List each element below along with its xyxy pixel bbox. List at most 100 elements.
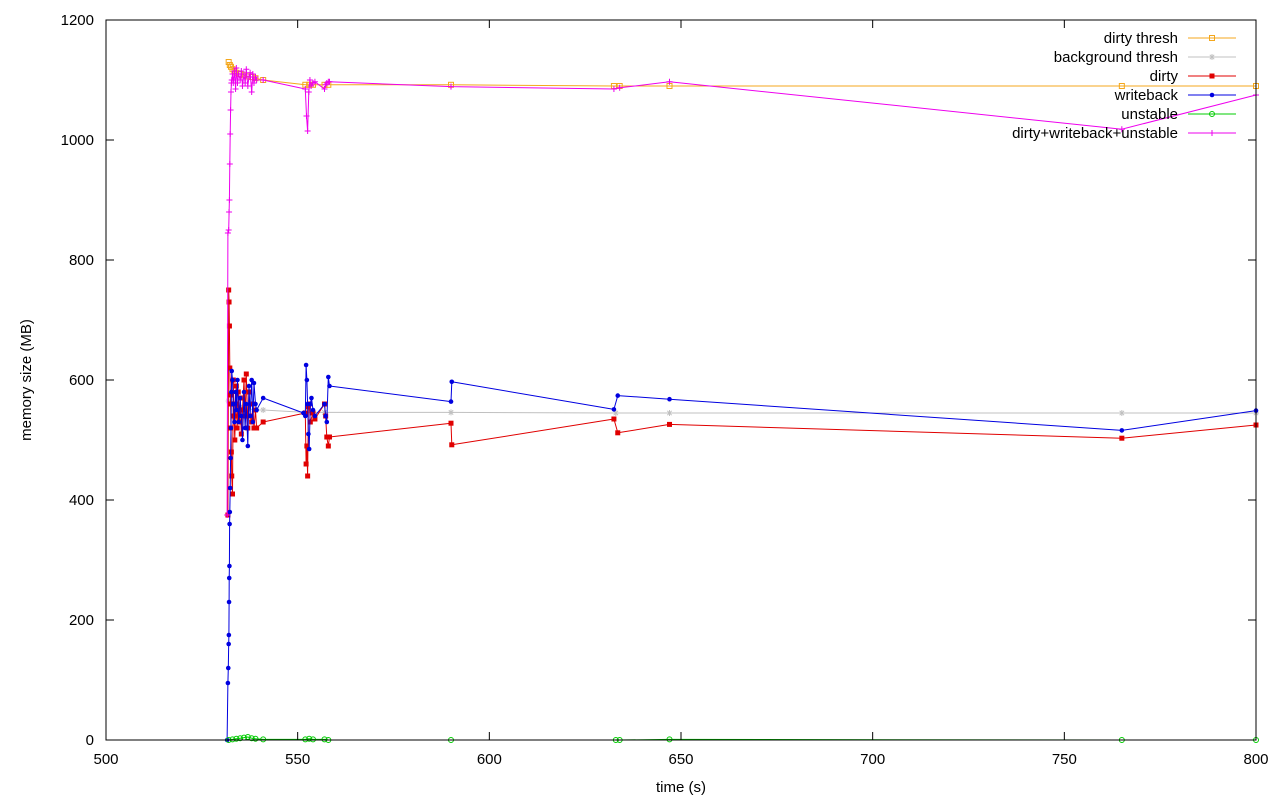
y-tick-label: 400 (69, 492, 94, 509)
data-point (226, 632, 232, 638)
data-point (448, 420, 454, 426)
data-point (304, 443, 310, 449)
data-point (227, 107, 234, 113)
data-point (226, 287, 232, 293)
data-point (227, 392, 233, 398)
data-point (237, 395, 243, 401)
y-tick-label: 1000 (61, 132, 94, 149)
data-point (448, 83, 454, 90)
data-point (234, 425, 240, 431)
data-point (248, 735, 255, 742)
data-point (241, 377, 247, 383)
data-point (235, 377, 240, 383)
data-point (244, 83, 251, 89)
data-point (322, 401, 327, 407)
data-point (234, 80, 241, 86)
x-tick-label: 750 (1052, 751, 1077, 768)
legend-item: background thresh (1054, 49, 1236, 66)
series-line (228, 400, 1256, 414)
legend-label: dirty+writeback+unstable (1012, 125, 1178, 142)
data-point (224, 512, 231, 518)
data-point (304, 128, 311, 134)
data-point (227, 365, 233, 371)
data-point (229, 389, 234, 395)
data-point (230, 401, 236, 407)
data-point (260, 419, 266, 425)
data-point (321, 86, 328, 92)
y-axis-label: memory size (MB) (18, 319, 35, 441)
data-point (324, 434, 330, 440)
data-point (306, 735, 313, 742)
data-point (233, 383, 239, 389)
data-point (240, 437, 245, 443)
legend-item: writeback (1114, 87, 1236, 104)
y-tick-label: 1200 (61, 12, 94, 29)
data-point (616, 84, 623, 91)
data-point (238, 431, 244, 437)
data-point (326, 434, 332, 440)
data-point (667, 421, 672, 427)
data-point (226, 161, 233, 167)
data-point (226, 299, 232, 305)
data-point (615, 430, 621, 436)
data-point (303, 461, 309, 467)
y-tick-label: 200 (69, 612, 94, 629)
x-tick-label: 500 (93, 751, 118, 768)
data-point (226, 197, 233, 203)
data-point (1118, 126, 1125, 133)
data-point (667, 396, 672, 402)
data-point (226, 641, 231, 647)
legend-item: unstable (1121, 106, 1236, 123)
x-tick-label: 800 (1243, 751, 1268, 768)
data-point (303, 113, 310, 119)
data-point (303, 362, 309, 368)
data-point (243, 66, 250, 73)
x-tick-label: 600 (477, 751, 502, 768)
data-point (253, 77, 260, 83)
data-point (324, 419, 330, 425)
data-point (233, 735, 240, 742)
data-point (327, 383, 332, 389)
data-point (325, 443, 331, 449)
data-point (228, 401, 234, 407)
series-unstable (225, 734, 1259, 743)
legend-label: dirty (1150, 68, 1179, 85)
data-point (232, 437, 238, 443)
data-point (611, 407, 617, 412)
data-point (448, 399, 454, 404)
data-point (246, 383, 252, 389)
data-point (612, 410, 619, 416)
data-point (666, 410, 673, 416)
data-point (1209, 130, 1215, 136)
data-point (306, 431, 311, 437)
data-point (260, 407, 267, 413)
data-point (1209, 73, 1215, 79)
data-point (302, 736, 309, 743)
data-point (229, 736, 236, 743)
data-point (239, 407, 245, 413)
data-point (309, 395, 314, 401)
legend-item: dirty+writeback+unstable (1012, 125, 1236, 142)
data-point (260, 77, 267, 83)
data-point (1119, 428, 1125, 433)
data-point (237, 77, 244, 83)
legend-item: dirty thresh (1104, 30, 1236, 47)
data-point (326, 78, 333, 85)
data-point (304, 377, 310, 383)
data-point (241, 389, 247, 395)
data-point (229, 473, 235, 479)
data-point (233, 389, 238, 395)
data-point (310, 410, 316, 416)
data-point (611, 416, 617, 422)
y-tick-label: 800 (69, 252, 94, 269)
legend: dirty thresh background thresh dirty writeb… (1012, 30, 1236, 142)
data-point (232, 419, 237, 425)
data-point (227, 485, 233, 491)
data-point (310, 736, 316, 743)
data-point (228, 455, 233, 461)
y-tick-label: 600 (69, 372, 94, 389)
data-point (251, 425, 257, 431)
data-point (305, 473, 311, 479)
data-point (1209, 92, 1215, 98)
data-point (305, 89, 312, 95)
